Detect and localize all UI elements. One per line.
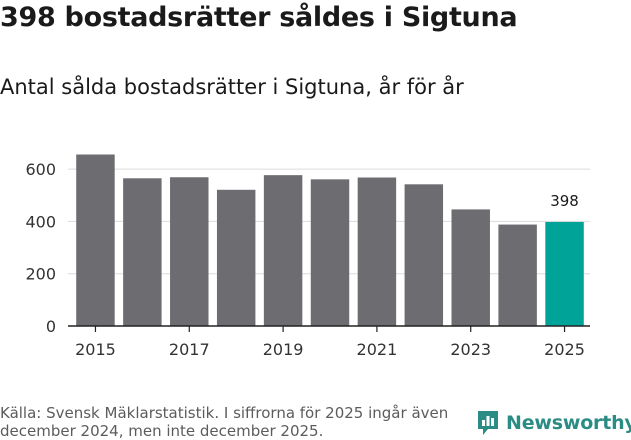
x-tick-label: 2019 — [263, 340, 304, 359]
x-tick-label: 2025 — [544, 340, 585, 359]
bar-2022 — [404, 184, 444, 326]
bar-2020 — [310, 179, 350, 326]
x-axis-ticks: 2015 2017 2019 2021 2023 2025 — [75, 326, 585, 359]
x-tick-label: 2017 — [169, 340, 210, 359]
y-tick-label: 400 — [25, 212, 56, 231]
bar-2016 — [123, 178, 162, 326]
y-tick-label: 0 — [46, 317, 56, 336]
newsworthy-logo-icon — [478, 411, 498, 435]
bar-2017 — [170, 177, 209, 326]
data-labels: 398 — [550, 192, 579, 210]
bar-2021 — [357, 177, 397, 326]
brand-logo[interactable]: Newsworthy — [476, 408, 631, 438]
x-tick-label: 2023 — [450, 340, 491, 359]
bar-chart: 0 200 400 600 398 2015 2017 2019 2021 2023 2025 — [25, 154, 590, 359]
brand-name: Newsworthy — [506, 412, 631, 434]
bars — [68, 154, 590, 327]
data-label: 398 — [550, 192, 579, 210]
bar-2018 — [216, 189, 256, 326]
y-tick-label: 200 — [25, 265, 56, 284]
source-note: Källa: Svensk Mäklarstatistik. I siffror… — [0, 404, 449, 440]
x-tick-label: 2021 — [357, 340, 398, 359]
bar-2024 — [498, 224, 537, 326]
y-axis-ticks: 0 200 400 600 — [25, 160, 56, 336]
bar-2023 — [451, 209, 490, 326]
chart-subtitle: Antal sålda bostadsrätter i Sigtuna, år … — [0, 75, 464, 99]
bar-2015 — [76, 154, 115, 326]
x-tick-label: 2015 — [75, 340, 116, 359]
y-tick-label: 600 — [25, 160, 56, 179]
chart-title: 398 bostadsrätter såldes i Sigtuna — [0, 2, 518, 33]
bar-2025 — [545, 221, 584, 326]
bar-2019 — [263, 175, 303, 326]
